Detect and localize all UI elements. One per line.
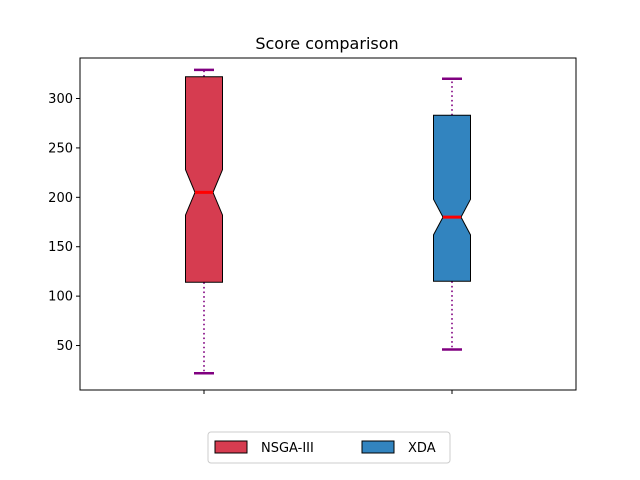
y-tick-label: 200 (48, 191, 73, 206)
box-body (185, 76, 223, 283)
legend: NSGA-III XDA (207, 431, 451, 464)
box-xda (433, 77, 471, 351)
legend-frame (207, 431, 451, 464)
chart-title: Score comparison (255, 34, 398, 53)
legend-swatch (361, 440, 395, 454)
y-axis: 50 100 150 200 250 300 (48, 92, 80, 354)
y-tick-label: 300 (48, 92, 73, 107)
x-axis (203, 390, 453, 394)
box-body (433, 114, 471, 282)
y-tick-label: 50 (56, 339, 73, 354)
legend-label: NSGA-III (261, 441, 314, 456)
plot-area (79, 57, 577, 391)
box-nsga-iii (185, 68, 223, 375)
y-tick-label: 100 (48, 290, 73, 305)
legend-label: XDA (408, 441, 436, 456)
y-tick-label: 150 (48, 240, 73, 255)
y-tick-label: 250 (48, 141, 73, 156)
legend-swatch (214, 440, 248, 454)
boxes-group (185, 68, 471, 375)
